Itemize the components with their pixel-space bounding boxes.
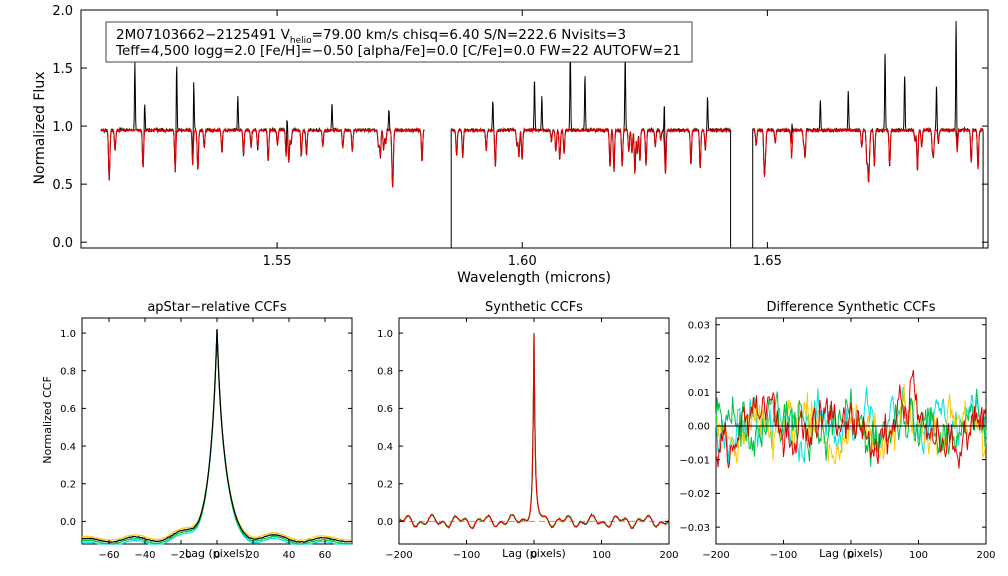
difference-ccf-x-tick-label: −100 xyxy=(770,550,797,561)
legend-vhelio-sub: helio xyxy=(290,36,312,46)
synthetic-ccf-x-tick-label: 200 xyxy=(659,550,678,561)
difference-ccf-y-tick-label: −0.03 xyxy=(679,523,710,534)
legend-box xyxy=(105,21,693,63)
synthetic-ccf-y-ticks: 0.0 0.2 0.4 0.6 0.8 1.0 xyxy=(377,329,669,528)
difference-ccf-y-tick-label: −0.01 xyxy=(679,455,710,466)
synthetic-ccf-x-tick-label: −100 xyxy=(453,550,480,561)
spectrum-plot-frame xyxy=(80,9,989,249)
apstar-ccf-y-tick-label: 0.8 xyxy=(60,367,76,378)
synthetic-ccf-y-tick-label: 0.0 xyxy=(377,517,393,528)
difference-ccf-y-tick-label: 0.03 xyxy=(688,321,710,332)
apstar-ccf-visit-2-line xyxy=(81,329,353,542)
spectrum-panel: 1.55 1.60 1.65 0.0 0.5 1.0 1.5 2.0 Wavelength … xyxy=(32,4,989,286)
spectrum-y-tick-label: 2.0 xyxy=(52,4,73,19)
spectrum-x-tick-label: 1.55 xyxy=(263,254,292,269)
spectrum-info-legend: 2M07103662−2125491 Vhelio=79.00 km/s chi… xyxy=(105,21,693,63)
apstar-ccf-x-tick-label: 0 xyxy=(214,550,220,561)
apstar-ccf-x-tick-label: 60 xyxy=(319,550,332,561)
difference-ccf-y-tick-label: 0.00 xyxy=(688,422,710,433)
apstar-ccf-y-tick-label: 1.0 xyxy=(60,329,76,340)
apstar-ccf-x-ticks: −60 −40 −20 0 20 40 60 xyxy=(98,318,331,561)
difference-ccf-series xyxy=(715,369,987,469)
difference-ccf-y-ticks: −0.03 −0.02 −0.01 0.00 0.01 0.02 0.03 xyxy=(679,321,986,534)
spectrum-y-tick-label: 0.0 xyxy=(52,236,73,251)
synthetic-ccf-x-label: Lag (pixels) xyxy=(502,547,566,560)
apstar-ccf-x-tick-label: 20 xyxy=(247,550,260,561)
synthetic-ccf-x-tick-label: 0 xyxy=(531,550,537,561)
apstar-ccf-y-tick-label: 0.4 xyxy=(60,442,76,453)
apstar-ccf-y-tick-label: 0.0 xyxy=(60,517,76,528)
spectrum-x-tick-label: 1.65 xyxy=(753,254,782,269)
legend-params-line: Teff=4,500 logg=2.0 [Fe/H]=−0.50 [alpha/… xyxy=(115,43,681,59)
difference-ccf-visit-3-line xyxy=(715,388,987,467)
apstar-ccf-y-tick-label: 0.2 xyxy=(60,480,76,491)
synthetic-ccf-panel: Synthetic CCFs −200 −100 0 100 200 0.0 0.2 0.4… xyxy=(377,300,678,561)
spectrum-y-tick-label: 0.5 xyxy=(52,178,73,193)
spectrum-x-label: Wavelength (microns) xyxy=(457,270,611,286)
spectrum-series xyxy=(100,21,984,248)
synthetic-ccf-visit-4-line xyxy=(398,333,670,530)
synthetic-ccf-title: Synthetic CCFs xyxy=(485,300,583,315)
difference-ccf-visit-4-line xyxy=(715,369,987,469)
synthetic-ccf-y-tick-label: 1.0 xyxy=(377,329,393,340)
apstar-ccf-series xyxy=(81,329,353,545)
difference-ccf-x-tick-label: −200 xyxy=(702,550,729,561)
difference-ccf-panel: Difference Synthetic CCFs −200 −100 0 100 20… xyxy=(679,300,995,561)
difference-ccf-x-tick-label: 0 xyxy=(848,550,854,561)
spectrum-observed-line xyxy=(100,62,425,188)
spectrum-model-line xyxy=(450,126,732,174)
difference-ccf-y-tick-label: −0.02 xyxy=(679,489,710,500)
synthetic-ccf-y-tick-label: 0.6 xyxy=(377,404,393,415)
apstar-ccf-x-label: Lag (pixels) xyxy=(185,547,249,560)
synthetic-ccf-y-tick-label: 0.4 xyxy=(377,442,393,453)
legend-star-line: 2M07103662−2125491 Vhelio=79.00 km/s chi… xyxy=(116,27,626,46)
apstar-ccf-x-tick-label: −60 xyxy=(98,550,119,561)
spectrum-y-tick-label: 1.5 xyxy=(52,62,73,77)
difference-ccf-x-ticks: −200 −100 0 100 200 xyxy=(702,318,996,561)
spectrum-model-line xyxy=(752,126,984,183)
apstar-ccf-y-tick-label: 0.6 xyxy=(60,404,76,415)
difference-ccf-y-tick-label: 0.02 xyxy=(688,354,710,365)
spectrum-y-label: Normalized Flux xyxy=(32,72,48,185)
spectrum-x-tick-label: 1.60 xyxy=(508,254,537,269)
difference-ccf-x-tick-label: 200 xyxy=(976,550,995,561)
legend-star-prefix: 2M07103662−2125491 V xyxy=(116,27,291,43)
apstar-ccf-x-tick-label: 40 xyxy=(283,550,296,561)
apstar-ccf-y-label: Normalized CCF xyxy=(41,376,54,464)
apstar-ccf-y-ticks: 0.0 0.2 0.4 0.6 0.8 1.0 xyxy=(60,329,352,528)
synthetic-ccf-y-tick-label: 0.8 xyxy=(377,367,393,378)
legend-star-suffix: =79.00 km/s chisq=6.40 S/N=222.6 Nvisits… xyxy=(312,27,626,43)
difference-ccf-x-tick-label: 100 xyxy=(909,550,928,561)
synthetic-ccf-x-tick-label: −200 xyxy=(385,550,412,561)
spectrum-x-ticks: 1.55 1.60 1.65 xyxy=(263,10,782,269)
apstar-ccf-visit-1-line xyxy=(81,329,352,545)
difference-ccf-y-tick-label: 0.01 xyxy=(688,388,710,399)
difference-ccf-title: Difference Synthetic CCFs xyxy=(766,300,935,315)
difference-ccf-x-label: Lag (pixels) xyxy=(819,547,883,560)
spectrum-y-ticks: 0.0 0.5 1.0 1.5 2.0 xyxy=(52,4,988,251)
apstar-ccf-panel: apStar−relative CCFs −60 −40 −20 0 20 40 60 0.… xyxy=(41,300,353,561)
apstar-ccf-combined-line xyxy=(81,329,352,544)
synthetic-ccf-y-tick-label: 0.2 xyxy=(377,480,393,491)
spectrum-observed-line xyxy=(450,49,732,248)
apstar-ccf-x-tick-label: −40 xyxy=(134,550,155,561)
spectrum-y-tick-label: 1.0 xyxy=(52,120,73,135)
apstar-ccf-visit-3-line xyxy=(82,329,353,545)
spectrum-observed-line xyxy=(752,21,984,248)
apstar-ccf-x-tick-label: −20 xyxy=(170,550,191,561)
spectrum-model-line xyxy=(100,126,425,188)
apstar-ccf-plot-frame xyxy=(81,317,353,545)
synthetic-ccf-series xyxy=(398,332,670,530)
synthetic-ccf-x-ticks: −200 −100 0 100 200 xyxy=(385,318,679,561)
apstar-ccf-title: apStar−relative CCFs xyxy=(147,300,287,315)
synthetic-ccf-x-tick-label: 100 xyxy=(592,550,611,561)
